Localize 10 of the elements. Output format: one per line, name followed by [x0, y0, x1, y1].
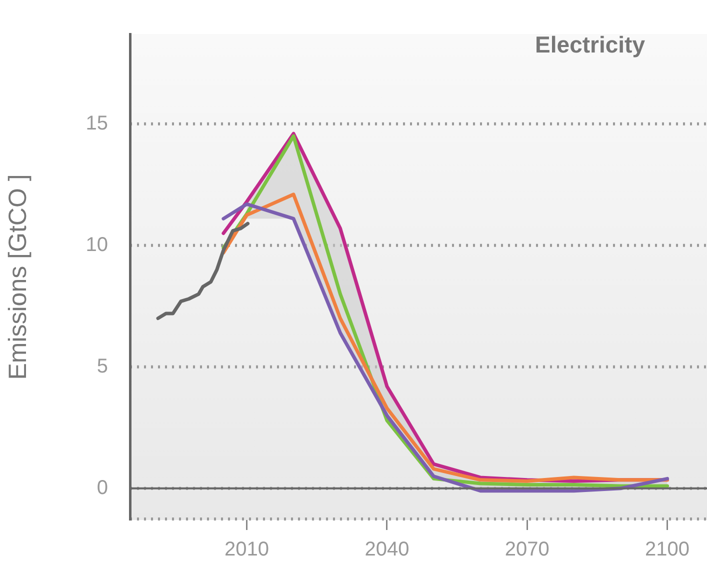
x-tick-label: 2010 — [224, 538, 270, 561]
x-tick-label: 2100 — [645, 538, 690, 561]
chart-title: Electricity — [535, 31, 646, 58]
y-axis-title: Emissions [GtCO ] — [4, 174, 32, 380]
x-tick-label: 2040 — [364, 538, 410, 561]
y-tick-label: 10 — [86, 234, 108, 256]
y-tick-label: 15 — [86, 112, 108, 134]
y-tick-label: 0 — [96, 476, 108, 499]
y-tick-label: 5 — [96, 355, 108, 378]
x-tick-label: 2070 — [504, 538, 550, 561]
